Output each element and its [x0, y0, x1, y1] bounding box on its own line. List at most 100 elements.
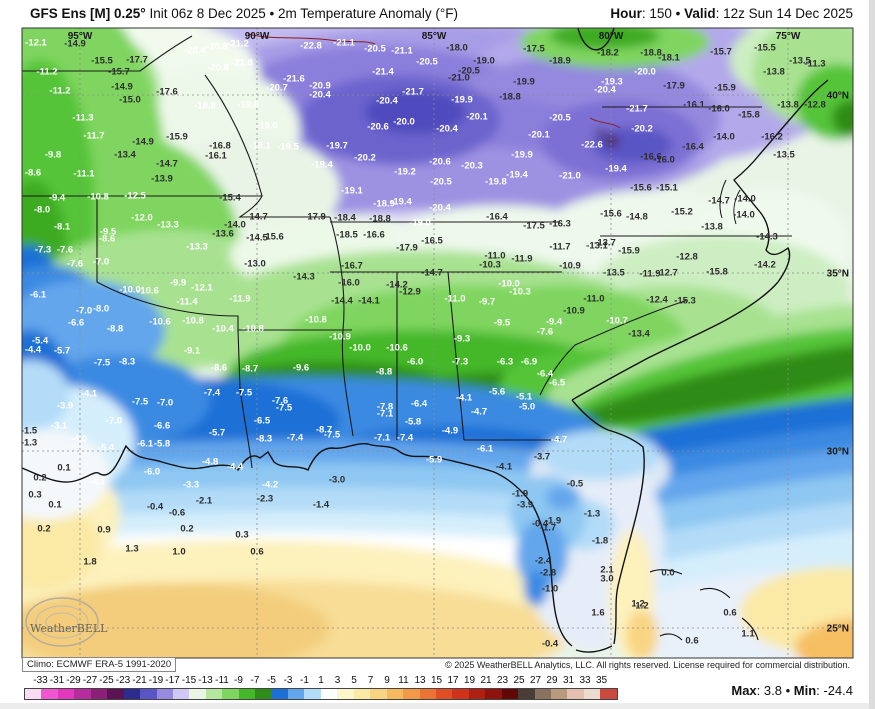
- map-value-label: -4.0: [71, 434, 87, 445]
- legend-segment: [386, 689, 404, 699]
- legend-tick: 5: [351, 675, 357, 686]
- map-value-label: -20.4: [309, 90, 331, 101]
- hour-value: : 150 •: [641, 6, 685, 21]
- legend-segment: [583, 689, 601, 699]
- map-value-label: -12.1: [191, 283, 213, 294]
- climo-label: Climo: ECMWF ERA-5 1991-2020: [22, 657, 177, 672]
- map-value-label: -19.4: [506, 170, 528, 181]
- legend-tick: 31: [562, 675, 575, 686]
- map-value-label: -14.7: [156, 159, 178, 170]
- map-value-label: -6.3: [497, 357, 513, 368]
- map-value-label: -2.8: [540, 568, 556, 579]
- map-value-label: -7.6: [67, 259, 83, 270]
- map-value-label: -20.7: [266, 83, 288, 94]
- map-value-label: -0.4: [542, 639, 559, 650]
- map-value-label: -10.6: [149, 317, 171, 328]
- map-value-label: -8.1: [54, 222, 71, 233]
- map-value-label: -3.1: [51, 421, 68, 432]
- map-value-label: -9.8: [45, 150, 61, 161]
- bottom-strip: [0, 703, 875, 709]
- map-value-label: -1.4: [313, 500, 330, 511]
- map-value-label: -7.6: [57, 245, 73, 256]
- map-value-label: -3.9: [517, 500, 533, 511]
- map-value-label: -16.1: [683, 100, 705, 111]
- legend-segment: [485, 689, 502, 699]
- map-value-label: -12.4: [646, 295, 668, 306]
- map-value-label: -5.1: [516, 392, 533, 403]
- map-value-label: -15.7: [710, 47, 732, 58]
- map-value-label: -10.7: [606, 316, 628, 327]
- map-value-label: -7.3: [35, 245, 51, 256]
- map-value-label: -16.0: [653, 155, 675, 166]
- map-value-label: -20.4: [376, 96, 398, 107]
- map-value-label: -10.8: [182, 316, 204, 327]
- legend-segment: [353, 689, 371, 699]
- map-value-label: -18.1: [249, 141, 271, 152]
- legend-tick: 15: [430, 675, 443, 686]
- map-value-label: -10.9: [563, 306, 585, 317]
- legend-tick: -33: [33, 675, 48, 686]
- legend-segment: [205, 689, 223, 699]
- map-value-label: -20.8: [206, 42, 228, 53]
- map-value-label: -18.8: [640, 48, 662, 59]
- legend-tick: -17: [165, 675, 180, 686]
- legend-tick: 7: [367, 675, 374, 686]
- map-value-label: -19.9: [511, 150, 533, 161]
- map-value-label: -0.6: [169, 508, 185, 519]
- map-value-label: -7.6: [537, 327, 553, 338]
- map-value-label: -19.4: [605, 164, 627, 175]
- map-value-label: -20.2: [631, 124, 653, 135]
- map-value-label: 1.2: [631, 599, 644, 610]
- map-value-label: -5.7: [209, 428, 225, 439]
- map-value-label: -6.4: [537, 369, 554, 380]
- map-value-label: -18.0: [446, 43, 468, 54]
- map-value-label: -8.6: [211, 363, 227, 374]
- map-value-label: -10.0: [349, 343, 371, 354]
- map-value-label: -20.8: [207, 63, 229, 74]
- legend-tick: 9: [384, 675, 390, 686]
- contour-line: [247, 33, 621, 129]
- map-value-label: -1.9: [545, 516, 561, 527]
- legend-segment: [551, 689, 568, 699]
- legend-segment: [600, 689, 617, 699]
- map-value-label: -3.0: [329, 475, 345, 486]
- map-value-label: -13.6: [212, 229, 234, 240]
- map-value-label: -7.5: [236, 388, 253, 399]
- legend-tick: 19: [463, 675, 476, 686]
- map-value-label: -13.5: [773, 150, 795, 161]
- legend-segment: [271, 689, 288, 699]
- map-value-label: -7.1: [374, 433, 391, 444]
- map-value-label: -21.8: [231, 58, 253, 69]
- map-value-label: -5.4: [98, 443, 115, 454]
- map-value-label: 1.6: [591, 608, 604, 619]
- max-value: : 3.8 •: [756, 683, 794, 698]
- map-value-label: -16.6: [363, 230, 385, 241]
- map-value-label: -16.4: [682, 142, 704, 153]
- map-value-label: -4.4: [25, 345, 42, 356]
- map-value-label: 0.3: [28, 490, 41, 501]
- map-value-label: -4.1: [89, 477, 106, 488]
- map-value-label: -9.7: [479, 297, 495, 308]
- map-value-label: -19.8: [237, 100, 259, 111]
- right-scrollbar-strip[interactable]: [869, 0, 875, 709]
- model-name: GFS Ens [M] 0.25°: [30, 6, 146, 21]
- map-value-label: -16.0: [708, 104, 730, 115]
- map-value-label: -21.4: [372, 67, 394, 78]
- max-label: Max: [731, 683, 757, 698]
- map-value-label: -4.1: [81, 389, 98, 400]
- map-value-label: -15.6: [600, 209, 622, 220]
- map-value-label: -1.3: [584, 509, 600, 520]
- map-value-label: -16.0: [338, 278, 360, 289]
- map-value-label: 0.2: [37, 524, 50, 535]
- map-value-label: -7.0: [76, 306, 92, 317]
- map-value-label: -10.0: [498, 279, 520, 290]
- map-value-label: -7.4: [287, 433, 304, 444]
- map-value-label: -11.9: [639, 269, 660, 280]
- map-value-label: -4.1: [496, 462, 513, 473]
- legend-segment: [172, 689, 190, 699]
- map-value-label: -20.4: [184, 46, 206, 57]
- map-value-label: -13.8: [701, 222, 723, 233]
- map-value-label: -21.0: [448, 73, 470, 84]
- map-value-label: -1.0: [542, 584, 558, 595]
